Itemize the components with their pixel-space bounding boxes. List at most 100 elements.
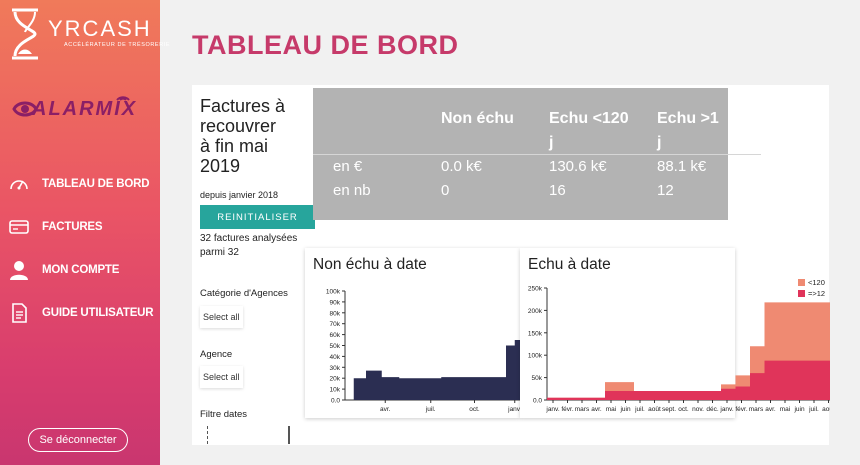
legend-swatch <box>798 279 805 286</box>
agency-filter-select[interactable]: Select all <box>200 366 243 388</box>
x-tick-label: févr. <box>735 406 747 413</box>
y-tick-label: 100k <box>528 353 543 360</box>
header-echu-over-suffix: j <box>657 134 662 151</box>
legend-swatch <box>798 290 805 297</box>
row-euro-non-echu: 0.0 k€ <box>441 158 482 175</box>
area-series <box>353 340 520 400</box>
user-icon <box>8 259 30 281</box>
category-filter-select[interactable]: Select all <box>200 306 243 328</box>
x-tick-label: juil. <box>425 406 436 413</box>
x-tick-label: janv. <box>507 406 520 413</box>
x-tick-label: août <box>822 406 830 413</box>
x-tick-label: mars <box>575 406 590 413</box>
page-title: TABLEAU DE BORD <box>192 30 459 60</box>
header-echu-over: Echu >1 <box>657 110 719 127</box>
brand-logo[interactable]: YRCASH ACCÉLÉRATEUR DE TRÉSORERIE <box>8 8 170 63</box>
analysed-line-1: 32 factures analysées <box>200 233 298 244</box>
brand-name: YRCASH <box>48 16 152 41</box>
row-euro-echu-over: 88.1 k€ <box>657 158 707 175</box>
category-filter-label: Catégorie d'Agences <box>200 288 288 299</box>
analysed-line-2: parmi 32 <box>200 247 239 258</box>
y-tick-label: 250k <box>528 286 543 293</box>
x-tick-label: oct. <box>678 406 689 413</box>
product-name: ALARMIX <box>32 98 138 120</box>
heading-line-4: 2019 <box>200 156 241 176</box>
sidebar-item-label: MON COMPTE <box>42 263 120 276</box>
logout-button[interactable]: Se déconnecter <box>28 428 128 452</box>
header-echu-120-suffix: j <box>549 134 554 151</box>
x-tick-label: sept. <box>662 406 676 413</box>
y-tick-label: 70k <box>330 321 341 328</box>
chart-title: Echu à date <box>528 256 611 273</box>
chart-non-echu: Non échu à date 0.0 10k 20k 30k 40k 50k 60k 70k… <box>305 248 520 418</box>
row-euro-echu-120: 130.6 k€ <box>549 158 607 175</box>
chart-title: Non échu à date <box>313 256 427 273</box>
x-tick-label: févr. <box>561 406 573 413</box>
date-range-handle-left[interactable] <box>207 426 213 444</box>
x-tick-label: juil. <box>634 406 645 413</box>
y-tick-label: 100k <box>326 289 341 296</box>
x-tick-label: avr. <box>380 406 391 413</box>
row-nb-echu-over: 12 <box>657 182 674 199</box>
y-tick-label: 0.0 <box>533 398 542 405</box>
hourglass-icon <box>12 8 38 60</box>
sidebar-item-mon-compte[interactable]: MON COMPTE <box>0 248 160 291</box>
x-tick-label: avr. <box>765 406 776 413</box>
x-tick-label: oct. <box>469 406 480 413</box>
date-range-handle-right[interactable] <box>288 426 290 444</box>
x-tick-label: juin <box>793 406 805 413</box>
heading-line-2: recouvrer <box>200 116 277 136</box>
y-tick-label: 150k <box>528 330 543 337</box>
x-tick-label: juin <box>619 406 631 413</box>
sidebar-item-tableau-de-bord[interactable]: TABLEAU DE BORD <box>0 162 160 205</box>
header-non-echu: Non échu <box>441 110 514 127</box>
signal-icon <box>116 96 130 101</box>
x-tick-label: août <box>648 406 661 413</box>
y-tick-label: 90k <box>330 299 341 306</box>
document-icon <box>8 302 30 324</box>
row-nb-label: en nb <box>333 182 371 199</box>
x-tick-label: mars <box>749 406 764 413</box>
since-label: depuis janvier 2018 <box>200 190 279 200</box>
y-tick-label: 20k <box>330 376 341 383</box>
product-logo: ALARMIX <box>12 92 152 126</box>
analysed-count: 32 factures analysées parmi 32 <box>200 232 297 260</box>
card-icon <box>8 216 30 238</box>
area-series-gte120 <box>547 360 830 400</box>
y-tick-label: 60k <box>330 332 341 339</box>
y-tick-label: 200k <box>528 308 543 315</box>
sidebar-item-factures[interactable]: FACTURES <box>0 205 160 248</box>
sidebar-item-label: FACTURES <box>42 220 103 233</box>
x-tick-label: avr. <box>591 406 602 413</box>
x-tick-label: nov. <box>692 406 704 413</box>
sidebar-item-label: GUIDE UTILISATEUR <box>42 306 154 319</box>
x-tick-label: janv. <box>545 406 559 413</box>
y-tick-label: 80k <box>330 310 341 317</box>
row-euro-label: en € <box>333 158 363 175</box>
sidebar: YRCASH ACCÉLÉRATEUR DE TRÉSORERIE ALARMI… <box>0 0 170 465</box>
chart-echu: Echu à date 0.0 50k 100k 150k 200k 250k janv. f… <box>520 248 830 418</box>
x-tick-label: mai <box>780 406 790 413</box>
x-tick-label: mai <box>606 406 616 413</box>
y-tick-label: 50k <box>532 375 543 382</box>
y-tick-label: 10k <box>330 387 341 394</box>
heading-line-1: Factures à <box>200 96 286 116</box>
y-tick-label: 50k <box>330 343 341 350</box>
sidebar-item-guide-utilisateur[interactable]: GUIDE UTILISATEUR <box>0 291 160 334</box>
summary-table: Non échu Echu <120 j Echu >1 j en € 0.0 … <box>313 88 761 220</box>
heading-line-3: à fin mai <box>200 136 269 156</box>
y-tick-label: 0.0 <box>331 398 340 405</box>
divider <box>313 154 761 155</box>
agency-filter-label: Agence <box>200 349 233 360</box>
header-echu-120: Echu <120 <box>549 110 629 127</box>
chart-non-echu-svg[interactable]: 0.0 10k 20k 30k 40k 50k 60k 70k 80k 90k 100k avr. ju… <box>305 248 520 418</box>
date-filter-label: Filtre dates <box>200 409 247 420</box>
row-nb-echu-120: 16 <box>549 182 566 199</box>
x-tick-label: janv. <box>719 406 733 413</box>
sidebar-item-label: TABLEAU DE BORD <box>42 177 150 190</box>
sidebar-nav: TABLEAU DE BORD FACTURES MON COMPTE GUID… <box>0 162 160 334</box>
reset-button[interactable]: REINITIALISER <box>200 205 315 229</box>
gauge-icon <box>8 173 30 195</box>
eye-icon <box>12 101 38 117</box>
